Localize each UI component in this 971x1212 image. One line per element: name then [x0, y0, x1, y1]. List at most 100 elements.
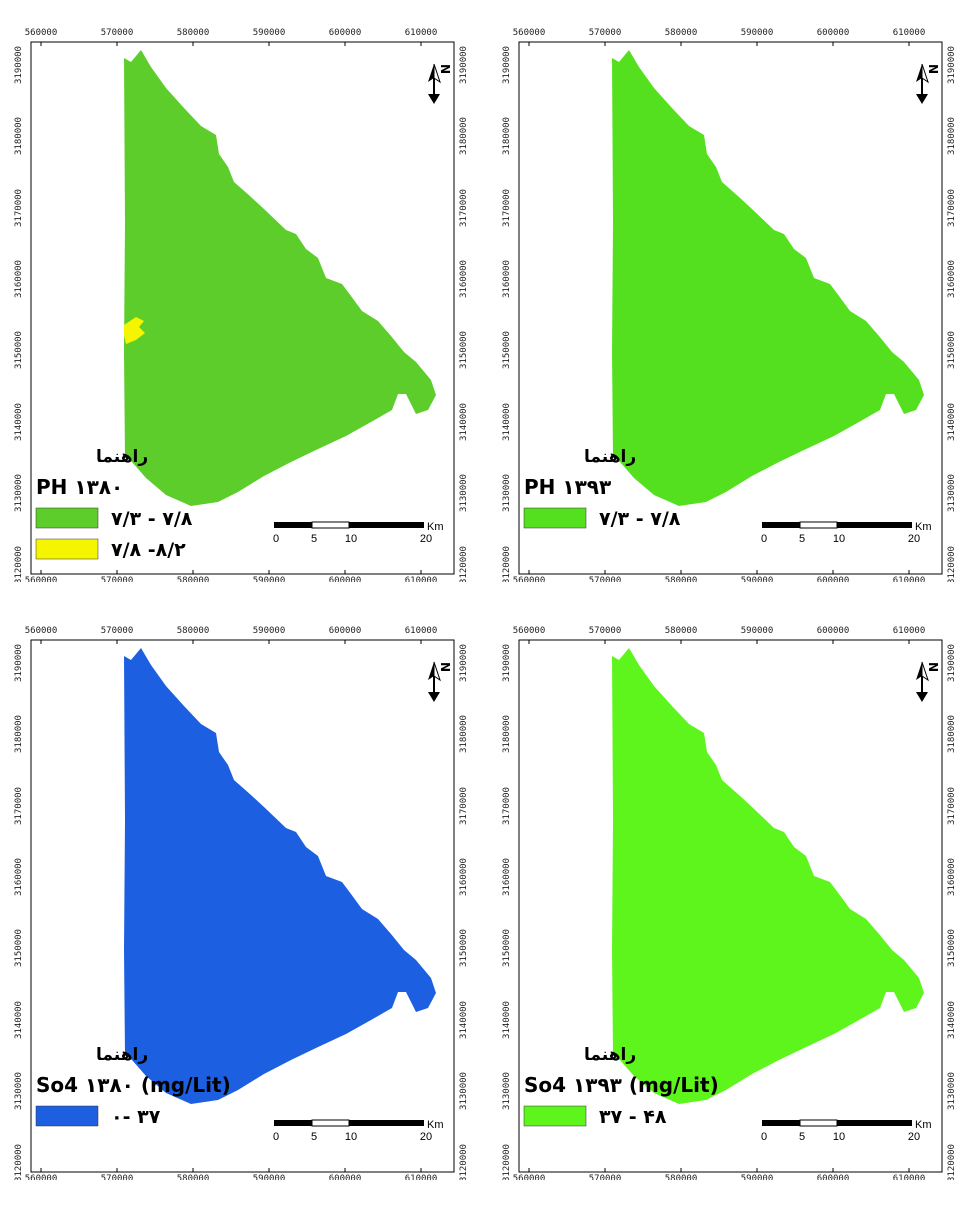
x-tick-label-bottom: 590000 [741, 1174, 774, 1180]
y-tick-label-right: 3120000 [947, 546, 957, 582]
scale-unit: Km [427, 1119, 444, 1131]
scale-tick-label: 20 [908, 1131, 920, 1143]
y-tick-label-left: 3120000 [14, 546, 24, 582]
x-tick-label-top: 610000 [405, 28, 438, 38]
x-tick-label-top: 570000 [101, 626, 134, 636]
scale-tick-label: 20 [420, 533, 432, 545]
x-tick-label-top: 560000 [25, 626, 58, 636]
scale-tick-label: 5 [799, 533, 805, 545]
y-tick-label-left: 3130000 [14, 474, 24, 512]
legend-title: So4 ۱۳۹۳ (mg/Lit) [524, 1073, 719, 1097]
legend-swatch [35, 538, 99, 560]
x-tick-label-bottom: 610000 [893, 1174, 926, 1180]
scale-tick-label: 10 [345, 1131, 357, 1143]
legend-title: PH ۱۳۹۳ [524, 475, 611, 499]
x-tick-label-top: 610000 [893, 28, 926, 38]
scale-unit: Km [915, 1119, 932, 1131]
y-tick-label-left: 3170000 [502, 787, 512, 825]
y-tick-label-right: 3190000 [947, 644, 957, 682]
legend: راهنما So4 ۱۳۹۳ (mg/Lit) ۳۷ - ۴۸ [523, 1045, 719, 1128]
y-tick-label-right: 3170000 [947, 787, 957, 825]
x-tick-label-bottom: 590000 [253, 576, 286, 582]
north-arrow-icon: N [428, 661, 452, 702]
scale-tick-label: 10 [833, 533, 845, 545]
legend-heading: راهنما [584, 1045, 636, 1065]
x-tick-label-bottom: 600000 [329, 576, 362, 582]
map-panel-so4-1380: 560000 560000 570000 570000 580000 580000 5900… [6, 620, 476, 1180]
legend-item-label: ۷/۸ -۸/۲ [111, 539, 186, 561]
legend: راهنما PH ۱۳۹۳ ۷/۳ - ۷/۸ [523, 447, 681, 530]
x-tick-label-bottom: 610000 [405, 1174, 438, 1180]
legend-swatch [523, 507, 587, 529]
scale-tick-label: 10 [345, 533, 357, 545]
y-tick-label-right: 3130000 [459, 474, 469, 512]
y-tick-label-right: 3160000 [947, 858, 957, 896]
x-tick-label-top: 600000 [817, 626, 850, 636]
x-tick-label-bottom: 580000 [665, 1174, 698, 1180]
x-tick-label-top: 590000 [741, 28, 774, 38]
y-tick-label-right: 3150000 [459, 929, 469, 967]
y-tick-label-left: 3120000 [502, 1144, 512, 1180]
x-tick-label-bottom: 600000 [329, 1174, 362, 1180]
legend: راهنما So4 ۱۳۸۰ (mg/Lit) ۰- ۳۷ [35, 1045, 231, 1128]
north-arrow-icon: N [428, 63, 452, 104]
y-tick-label-right: 3180000 [947, 715, 957, 753]
x-tick-label-top: 570000 [589, 28, 622, 38]
legend-item-label: ۰- ۳۷ [111, 1106, 161, 1128]
map-panel-ph-1393: 560000 560000 570000 570000 580000 580000 5900… [494, 22, 964, 582]
x-tick-label-top: 610000 [405, 626, 438, 636]
north-label: N [926, 662, 940, 672]
y-tick-label-left: 3160000 [502, 260, 512, 298]
x-tick-label-top: 600000 [817, 28, 850, 38]
y-tick-label-right: 3160000 [459, 260, 469, 298]
y-tick-label-right: 3180000 [459, 117, 469, 155]
y-tick-label-left: 3150000 [14, 331, 24, 369]
scale-tick-label: 0 [273, 1131, 279, 1143]
scale-tick-label: 5 [799, 1131, 805, 1143]
y-tick-label-right: 3130000 [459, 1072, 469, 1110]
x-tick-label-top: 610000 [893, 626, 926, 636]
y-tick-label-right: 3140000 [459, 1001, 469, 1039]
x-tick-label-bottom: 600000 [817, 576, 850, 582]
y-tick-label-right: 3190000 [459, 46, 469, 84]
map-svg: 560000 560000 570000 570000 580000 580000 5900… [14, 28, 469, 582]
y-tick-label-left: 3180000 [502, 117, 512, 155]
x-tick-label-bottom: 610000 [405, 576, 438, 582]
x-tick-label-bottom: 570000 [101, 576, 134, 582]
x-tick-label-top: 590000 [253, 626, 286, 636]
y-tick-label-right: 3120000 [947, 1144, 957, 1180]
y-tick-label-left: 3170000 [502, 189, 512, 227]
y-tick-label-left: 3120000 [502, 546, 512, 582]
y-tick-label-right: 3170000 [459, 189, 469, 227]
map-panel-so4-1393: 560000 560000 570000 570000 580000 580000 5900… [494, 620, 964, 1180]
map-svg: 560000 560000 570000 570000 580000 580000 5900… [502, 28, 957, 582]
north-arrow-icon: N [916, 661, 940, 702]
y-tick-label-left: 3180000 [14, 117, 24, 155]
y-tick-label-right: 3190000 [459, 644, 469, 682]
x-tick-label-bottom: 600000 [817, 1174, 850, 1180]
x-tick-label-top: 580000 [665, 28, 698, 38]
scale-tick-label: 0 [761, 533, 767, 545]
y-tick-label-right: 3120000 [459, 546, 469, 582]
scale-tick-label: 0 [761, 1131, 767, 1143]
legend-title: PH ۱۳۸۰ [36, 475, 123, 499]
y-tick-label-left: 3120000 [14, 1144, 24, 1180]
legend-item-label: ۷/۳ - ۷/۸ [111, 508, 193, 530]
x-tick-label-bottom: 570000 [589, 1174, 622, 1180]
legend-swatch [35, 1105, 99, 1127]
scale-unit: Km [915, 521, 932, 533]
y-tick-label-left: 3140000 [502, 403, 512, 441]
study-area-polygon [612, 648, 924, 1104]
x-tick-label-top: 600000 [329, 28, 362, 38]
x-tick-label-top: 570000 [589, 626, 622, 636]
x-tick-label-bottom: 590000 [741, 576, 774, 582]
y-tick-label-right: 3150000 [947, 331, 957, 369]
y-tick-label-left: 3180000 [14, 715, 24, 753]
y-tick-label-left: 3190000 [14, 644, 24, 682]
y-tick-label-right: 3190000 [947, 46, 957, 84]
x-tick-label-top: 580000 [177, 28, 210, 38]
y-tick-label-right: 3160000 [459, 858, 469, 896]
